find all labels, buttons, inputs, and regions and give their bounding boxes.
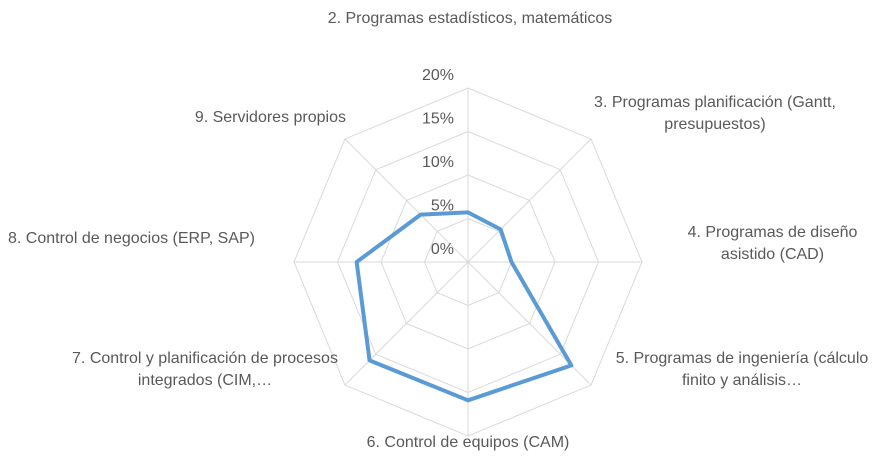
tick-label: 15% [422, 111, 454, 128]
axis-label: 9. Servidores propios [194, 109, 346, 126]
tick-label: 10% [422, 154, 454, 171]
tick-label: 0% [431, 241, 454, 258]
axis-label: 8. Control de negocios (ERP, SAP) [8, 230, 255, 247]
axis-label: 4. Programas de diseño asistido (CAD) [687, 224, 858, 263]
spoke [467, 138, 592, 263]
series-line [354, 210, 574, 403]
axis-label: 3. Programas planificación (Gantt, presu… [594, 94, 836, 133]
spoke [344, 261, 469, 386]
spoke [344, 138, 469, 263]
tick-label: 20% [422, 67, 454, 84]
axis-label: 7. Control y planificación de procesos i… [72, 350, 338, 389]
axis-label: 6. Control de equipos (CAM) [366, 434, 570, 451]
axis-label: 2. Programas estadísticos, matemáticos [327, 10, 613, 27]
axis-label: 5. Programas de ingeniería (cálculo fini… [615, 350, 869, 389]
tick-label: 5% [431, 198, 454, 215]
